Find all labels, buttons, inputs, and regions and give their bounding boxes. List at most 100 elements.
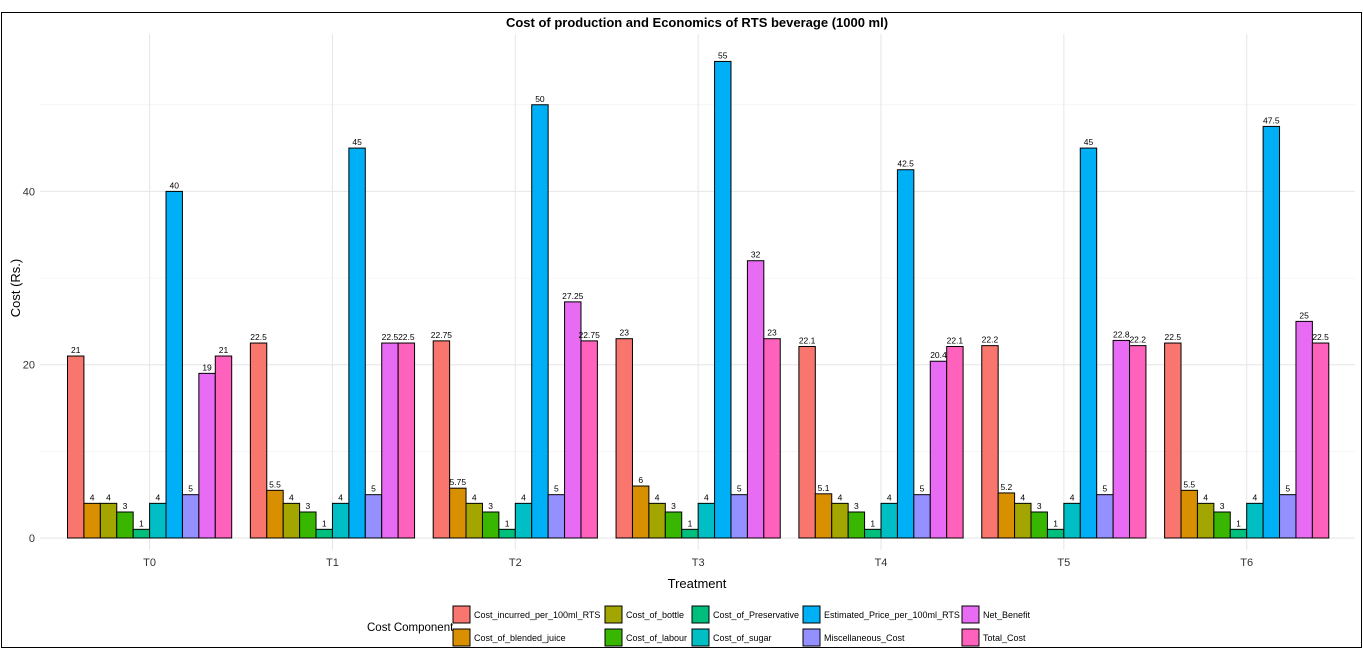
bar: [99, 502, 118, 539]
bar: [664, 511, 683, 539]
y-tick-label: 20: [23, 360, 35, 372]
data-label: 19: [202, 362, 212, 372]
bar: [1164, 342, 1182, 539]
data-label: 5: [1285, 484, 1290, 494]
data-label: 4: [838, 492, 843, 502]
legend-entry: Estimated_Price_per_100ml_RTS: [824, 610, 960, 620]
bar: [67, 355, 85, 539]
chart-frame: [1, 12, 1362, 648]
bars-group: [67, 60, 1330, 539]
data-label: 5.2: [1000, 482, 1012, 492]
bar: [997, 492, 1016, 539]
bar: [299, 511, 317, 539]
bar: [730, 494, 748, 539]
data-label: 4: [655, 492, 660, 502]
legend-entry: Cost_incurred_per_100ml_RTS: [474, 610, 600, 620]
bar: [266, 489, 284, 539]
bar: [880, 502, 898, 539]
bar: [929, 360, 948, 539]
data-label: 1: [139, 518, 144, 528]
data-label: 4: [1070, 492, 1075, 502]
legend-swatch: [802, 628, 821, 647]
bar: [83, 502, 101, 539]
data-label: 4: [90, 492, 95, 502]
x-tick-label: T4: [875, 557, 888, 569]
bar: [481, 511, 500, 539]
bar: [181, 494, 200, 539]
legend-entry: Cost_of_blended_juice: [474, 633, 566, 643]
data-label: 40: [169, 180, 179, 190]
data-label: 23: [767, 328, 777, 338]
x-tick-label: T5: [1057, 557, 1070, 569]
legend-entry: Cost_of_labour: [626, 633, 687, 643]
data-label: 1: [322, 518, 327, 528]
bar: [381, 342, 399, 539]
data-label: 1: [870, 518, 875, 528]
data-label: 4: [1253, 492, 1258, 502]
data-label: 45: [1084, 137, 1094, 147]
data-label: 3: [854, 501, 859, 511]
bar: [1180, 489, 1198, 539]
bar: [1262, 125, 1281, 539]
data-label: 22.75: [431, 330, 453, 340]
data-label: 6: [638, 475, 643, 485]
data-label: 4: [1203, 492, 1208, 502]
data-label: 5.5: [269, 479, 281, 489]
bar: [198, 372, 216, 539]
bar: [1096, 494, 1114, 539]
data-label: 22.5: [382, 332, 399, 342]
data-label: 5.5: [1183, 479, 1195, 489]
bar: [763, 338, 781, 539]
data-label: 47.5: [1263, 115, 1280, 125]
bar: [1246, 502, 1264, 539]
data-label: 22.2: [982, 335, 999, 345]
bar: [348, 147, 366, 539]
bar: [648, 502, 666, 539]
legend-swatch: [691, 628, 710, 647]
bar: [331, 502, 350, 539]
data-label: 5.75: [450, 477, 467, 487]
bar: [714, 60, 732, 539]
bar: [615, 338, 633, 539]
bar: [116, 511, 134, 539]
bar: [864, 528, 882, 539]
bar: [1213, 511, 1231, 539]
bar: [465, 502, 483, 539]
bar: [981, 345, 999, 539]
data-label: 3: [1220, 501, 1225, 511]
data-label: 4: [106, 492, 111, 502]
x-tick-label: T3: [692, 557, 705, 569]
data-label: 4: [521, 492, 526, 502]
data-label: 5: [188, 484, 193, 494]
data-label: 5.1: [818, 483, 830, 493]
bar: [249, 342, 268, 539]
bar: [631, 485, 650, 539]
bar: [1196, 502, 1215, 539]
bar: [814, 493, 833, 539]
data-label: 22.5: [250, 332, 267, 342]
legend-entry: Cost_of_Preservative: [713, 610, 799, 620]
bar: [681, 528, 699, 539]
legend-swatch: [961, 605, 980, 624]
x-axis-ticks: T0 T1 T2 T3 T4 T5 T6: [143, 557, 1253, 569]
legend: Cost Component Cost_incurred_per_100ml_R…: [367, 605, 1031, 647]
data-label: 1: [688, 518, 693, 528]
bar: [1295, 320, 1313, 539]
data-label: 5: [554, 484, 559, 494]
bar: [364, 494, 383, 539]
bar: [282, 502, 301, 539]
data-label: 4: [155, 492, 160, 502]
legend-entry: Net_Benefit: [983, 610, 1031, 620]
bar: [1129, 345, 1147, 539]
bar: [1030, 511, 1048, 539]
bar: [697, 502, 716, 539]
x-tick-label: T2: [509, 557, 522, 569]
bar: [149, 502, 167, 539]
x-tick-label: T0: [143, 557, 156, 569]
y-tick-label: 40: [23, 186, 35, 198]
bar: [547, 494, 566, 539]
data-label: 1: [1236, 518, 1241, 528]
data-label: 32: [751, 250, 761, 260]
